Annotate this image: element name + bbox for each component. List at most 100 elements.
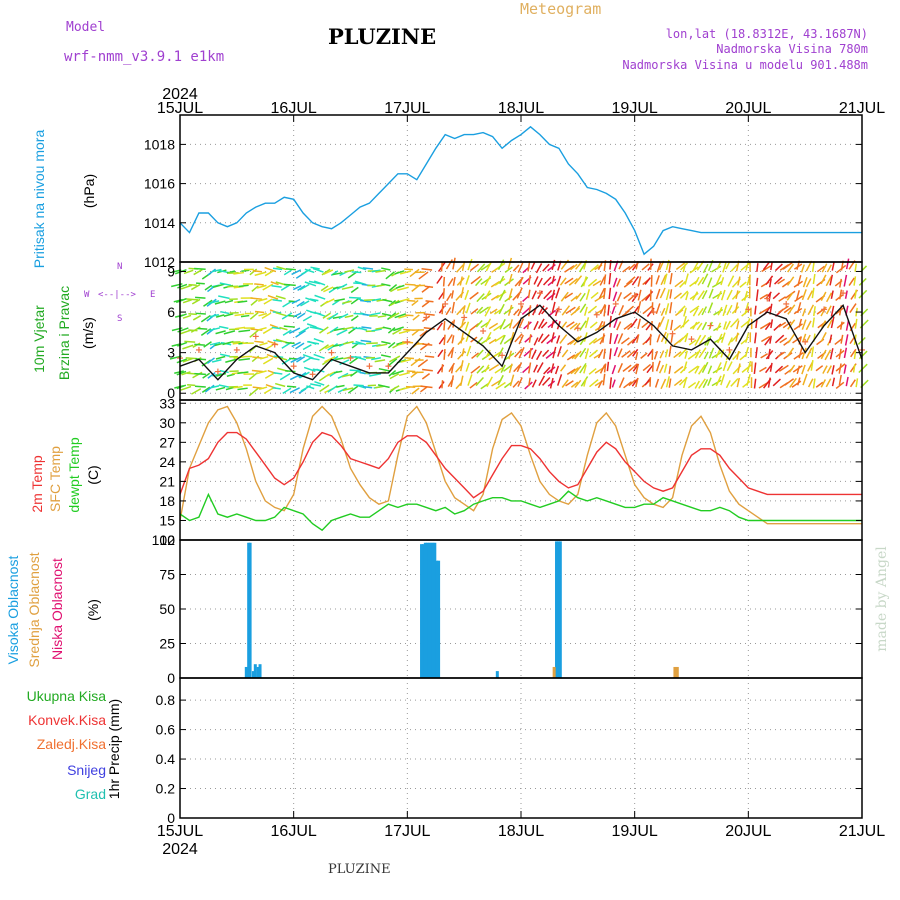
wind-barb xyxy=(516,287,523,299)
wind-barb xyxy=(341,285,354,290)
pressure-ytick-label: 1016 xyxy=(144,176,175,192)
wind-barb xyxy=(538,305,545,316)
wind-barb xyxy=(321,268,331,276)
wind-barb xyxy=(590,291,599,299)
wind-barb xyxy=(720,374,726,386)
wind-barb xyxy=(574,350,582,360)
temp-ytick-label: 30 xyxy=(159,415,175,431)
wind-barb xyxy=(476,263,486,273)
wind-barb xyxy=(456,306,465,316)
wind-barb xyxy=(177,283,188,289)
wind-barb xyxy=(336,283,348,290)
wind-barb xyxy=(665,289,670,301)
wind-barb xyxy=(355,340,367,346)
wind-barb xyxy=(360,339,372,343)
wind-barb xyxy=(599,303,606,315)
wind-barb xyxy=(854,263,858,272)
wind-barb xyxy=(200,314,211,323)
wind-barb xyxy=(711,379,722,387)
wind-barb xyxy=(753,362,757,375)
wind-barb xyxy=(291,298,301,305)
wind-barb xyxy=(270,281,279,286)
wind-barb xyxy=(397,286,409,291)
wind-barb xyxy=(737,363,741,374)
wind-barb xyxy=(599,364,606,374)
wind-barb xyxy=(786,276,795,286)
wind-barb xyxy=(264,269,275,277)
wind-barb xyxy=(360,299,371,303)
wind-barb xyxy=(821,263,828,273)
high-cloud-bar xyxy=(425,542,429,678)
high-cloud-bar xyxy=(251,671,255,678)
wind-barb xyxy=(707,377,712,386)
wind-barb xyxy=(517,377,523,387)
wind-barb xyxy=(249,268,258,276)
wind-barb xyxy=(283,269,292,276)
wind-barb xyxy=(802,333,807,343)
wind-barb xyxy=(480,321,489,329)
wind-barb xyxy=(319,384,330,393)
wind-barb xyxy=(299,283,310,291)
wind-barb xyxy=(443,334,446,346)
wind-barb xyxy=(252,269,262,273)
wind-barb xyxy=(802,373,808,386)
wind-barb xyxy=(479,306,490,314)
wind-barb xyxy=(219,325,229,330)
wind-barb xyxy=(673,351,682,359)
wind-barb xyxy=(609,348,612,360)
wind-barb xyxy=(362,313,372,317)
wind-barb xyxy=(858,363,868,374)
wind-barb xyxy=(744,302,749,315)
wind-barb xyxy=(313,338,324,343)
wind-barb xyxy=(412,314,420,321)
wind-barb xyxy=(469,381,478,389)
wind-barb xyxy=(679,280,686,288)
wind-barb xyxy=(594,294,605,303)
wind-barb xyxy=(852,364,856,373)
wind-barb xyxy=(787,304,796,315)
wind-barb xyxy=(334,298,345,302)
wind-barb xyxy=(289,387,300,394)
wind-barb xyxy=(251,285,259,292)
wind-barb xyxy=(845,258,850,270)
wind-barb xyxy=(631,276,640,286)
wind-barb xyxy=(797,274,802,287)
wind-barb xyxy=(307,340,320,345)
wind-barb xyxy=(685,291,689,301)
wind-barb xyxy=(275,382,286,388)
wind-barb xyxy=(795,290,800,300)
wind-barb xyxy=(459,276,463,286)
wind-barb xyxy=(536,362,544,373)
wind-barb xyxy=(273,372,283,375)
wind-barb xyxy=(830,316,835,329)
wind-barb xyxy=(580,376,589,387)
wind-barb xyxy=(660,274,667,286)
wind-barb xyxy=(564,292,574,299)
wind-barb xyxy=(807,304,815,316)
wind-barb xyxy=(517,305,524,317)
wind-barb xyxy=(518,334,524,345)
wind-barb xyxy=(354,355,367,361)
wind-barb xyxy=(829,274,834,286)
wind-barb xyxy=(390,385,400,392)
wind-barb xyxy=(725,350,732,361)
wind-barb xyxy=(349,296,361,299)
wind-barb xyxy=(452,319,456,328)
wind-barb xyxy=(452,276,456,286)
wind-barb xyxy=(421,373,431,380)
wind-barb xyxy=(660,307,666,316)
wind-barb xyxy=(240,314,250,318)
wind-barb xyxy=(527,305,532,317)
wind-barb xyxy=(507,304,513,316)
wind-barb xyxy=(451,335,455,344)
wind-barb xyxy=(772,292,781,300)
wind-barb xyxy=(782,321,792,329)
wind-barb xyxy=(254,340,264,344)
wind-barb xyxy=(349,369,362,372)
wind-barb xyxy=(324,356,336,363)
wind-barb xyxy=(216,372,227,377)
wind-barb xyxy=(801,289,807,301)
wind-barb xyxy=(264,372,274,379)
wind-barb xyxy=(465,330,471,342)
wind-barb xyxy=(283,325,295,328)
